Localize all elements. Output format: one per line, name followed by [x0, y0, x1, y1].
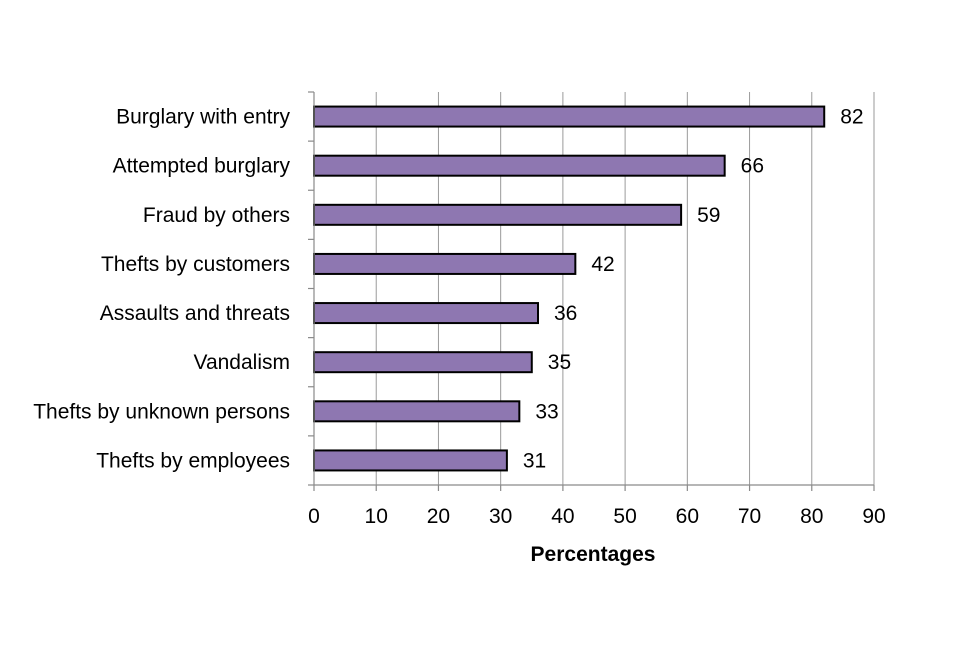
axes — [308, 91, 875, 491]
data-label: 36 — [554, 302, 577, 325]
x-tick-label: 0 — [308, 505, 320, 528]
category-label: Thefts by unknown persons — [33, 400, 290, 423]
data-label: 33 — [535, 400, 558, 423]
category-label: Vandalism — [194, 351, 291, 374]
x-tick-label: 80 — [800, 505, 823, 528]
x-tick-label: 40 — [551, 505, 574, 528]
bar — [313, 302, 539, 325]
bar — [313, 105, 826, 128]
bar — [313, 252, 577, 275]
labels: 0 10 20 30 40 50 60 70 80 90 Burglary with entry 82… — [33, 106, 885, 528]
data-label: 66 — [741, 155, 764, 178]
x-tick-label: 20 — [427, 505, 450, 528]
x-tick-label: 50 — [613, 505, 636, 528]
data-label: 59 — [697, 204, 720, 227]
bar — [313, 449, 508, 472]
x-tick-label: 30 — [489, 505, 512, 528]
x-tick-label: 90 — [862, 505, 885, 528]
data-label: 31 — [523, 449, 546, 472]
bar — [313, 203, 683, 226]
data-label: 35 — [548, 351, 571, 374]
bar — [313, 351, 533, 374]
bar — [313, 154, 726, 177]
category-label: Thefts by employees — [96, 449, 290, 472]
category-label: Thefts by customers — [101, 253, 290, 276]
x-tick-label: 60 — [676, 505, 699, 528]
bar — [313, 400, 521, 423]
data-label: 42 — [591, 253, 614, 276]
x-axis-title: Percentages — [531, 543, 656, 566]
category-label: Fraud by others — [143, 204, 290, 227]
x-tick-label: 10 — [365, 505, 388, 528]
data-label: 82 — [840, 106, 863, 129]
category-label: Burglary with entry — [116, 106, 290, 129]
category-label: Assaults and threats — [100, 302, 290, 325]
gridlines — [375, 92, 875, 485]
category-label: Attempted burglary — [113, 155, 291, 178]
x-tick-label: 70 — [738, 505, 761, 528]
